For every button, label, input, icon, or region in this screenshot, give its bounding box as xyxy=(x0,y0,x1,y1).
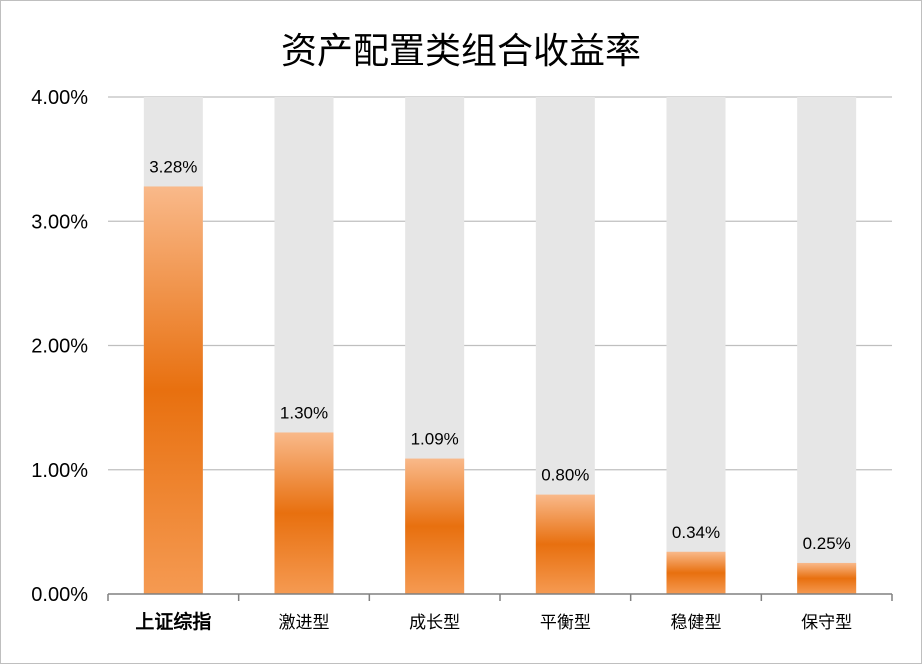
data-label: 0.25% xyxy=(803,534,851,553)
data-label: 0.34% xyxy=(672,523,720,542)
bar xyxy=(797,562,857,594)
x-tick-label: 上证综指 xyxy=(135,610,211,633)
x-tick-label: 成长型 xyxy=(409,613,460,633)
bar xyxy=(535,494,595,594)
x-tick-label: 稳健型 xyxy=(671,613,722,633)
x-tick-label: 平衡型 xyxy=(540,613,591,633)
y-tick-label: 2.00% xyxy=(31,336,88,358)
bar-track xyxy=(666,97,726,594)
bar xyxy=(143,186,203,594)
bar-track xyxy=(797,97,857,594)
x-axis xyxy=(107,593,893,601)
bars xyxy=(143,186,857,594)
chart-title: 资产配置类组合收益率 xyxy=(281,31,641,72)
x-tick-label: 激进型 xyxy=(279,613,330,633)
bar xyxy=(274,432,334,594)
bar xyxy=(666,551,726,594)
data-labels: 3.28% 1.30% 1.09% 0.80% 0.34% 0.25% xyxy=(149,157,851,552)
y-tick-label: 3.00% xyxy=(31,211,88,233)
y-tick-label: 1.00% xyxy=(31,460,88,482)
x-axis-ticks: 上证综指 激进型 成长型 平衡型 稳健型 保守型 xyxy=(135,610,852,633)
y-axis-ticks: 0.00% 1.00% 2.00% 3.00% 4.00% xyxy=(31,87,88,606)
y-tick-label: 0.00% xyxy=(31,584,88,606)
y-tick-label: 4.00% xyxy=(31,87,88,109)
gridlines xyxy=(108,96,892,471)
data-label: 3.28% xyxy=(149,157,197,176)
x-tick-label: 保守型 xyxy=(801,613,852,633)
data-label: 1.09% xyxy=(411,430,459,449)
data-label: 0.80% xyxy=(541,466,589,485)
data-label: 1.30% xyxy=(280,403,328,422)
bar xyxy=(405,458,465,594)
